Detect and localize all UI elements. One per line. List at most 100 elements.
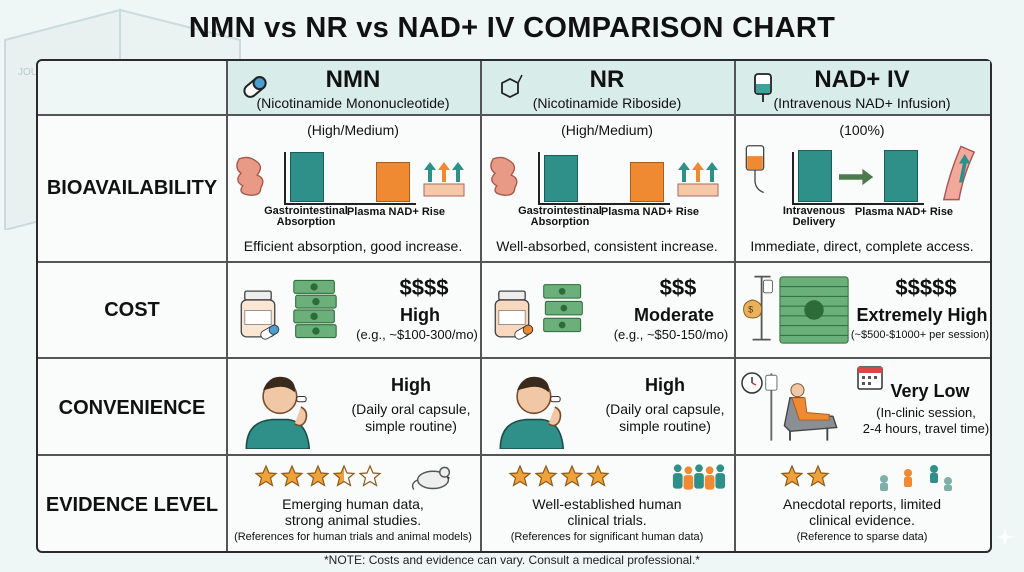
cost-rating: Moderate — [633, 305, 714, 325]
bar-plasma-nad — [884, 150, 918, 202]
convenience-cell-nad-iv: Very Low (In-clinic session, 2-4 hours, … — [734, 357, 990, 454]
star-icon — [508, 464, 532, 487]
evidence-summary: Well-established human — [532, 496, 682, 512]
money-stack-icon — [293, 279, 337, 339]
star-icon — [586, 464, 610, 487]
money-stack-icon — [779, 276, 849, 344]
convenience-detail: (In-clinic session, — [876, 405, 976, 420]
comparison-table: NMN (Nicotinamide Mononucleotide) NR (Ni… — [36, 59, 992, 553]
convenience-detail: simple routine) — [619, 418, 711, 434]
evidence-summary: Anecdotal reports, limited — [783, 496, 941, 512]
bar-label: Gastrointestinal Absorption — [264, 205, 348, 228]
iv-stand-money-bag-icon: $ — [743, 275, 773, 341]
column-header-nad-iv: NAD+ IV (Intravenous NAD+ Infusion) — [734, 61, 990, 115]
bar-label: Intravenous Delivery — [782, 205, 846, 228]
column-title: NR — [589, 66, 625, 93]
row-divider — [38, 114, 990, 116]
iv-bag-icon — [745, 145, 765, 194]
row-divider — [38, 261, 990, 263]
chart-axis-y — [538, 152, 540, 204]
column-header-nr: NR (Nicotinamide Riboside) — [480, 61, 735, 115]
convenience-detail: simple routine) — [365, 418, 457, 434]
star-icon — [358, 464, 382, 487]
convenience-detail: 2-4 hours, travel time) — [862, 421, 990, 436]
patient-infusion-chair-icon — [765, 373, 838, 441]
evidence-summary: clinical evidence. — [809, 512, 915, 528]
row-divider — [38, 454, 990, 456]
column-subtitle: (Intravenous NAD+ Infusion) — [773, 95, 951, 111]
star-icon — [306, 464, 330, 487]
clock-icon — [741, 372, 763, 394]
bar-gi-absorption — [544, 155, 578, 202]
evidence-cell-nr: Well-established human clinical trials. … — [480, 454, 734, 551]
star-icon — [534, 464, 558, 487]
star-icon — [254, 464, 278, 487]
chart-axis-x — [284, 203, 416, 205]
column-divider — [226, 61, 228, 551]
column-title: NAD+ IV — [814, 66, 910, 93]
bioavailability-level: (High/Medium) — [307, 122, 399, 138]
convenience-cell-nr: High (Daily oral capsule, simple routine… — [480, 357, 734, 454]
person-taking-pill-icon — [245, 376, 311, 449]
column-divider — [734, 61, 736, 551]
evidence-reference: (References for human trials and animal … — [234, 531, 472, 543]
bioavailability-cell-nr: (High/Medium) Gastrointestinal Absorptio… — [480, 114, 734, 261]
bar-iv-delivery — [798, 150, 832, 202]
bioavailability-summary: Efficient absorption, good increase. — [243, 238, 463, 254]
bar-plasma-nad — [376, 162, 410, 202]
row-divider — [38, 357, 990, 359]
arrow-right-icon — [839, 168, 874, 186]
bar-label: Gastrointestinal Absorption — [518, 205, 602, 228]
evidence-reference: (Reference to sparse data) — [796, 531, 928, 543]
svg-text:$: $ — [748, 305, 753, 315]
bioavailability-level: (High/Medium) — [561, 122, 653, 138]
person-taking-pill-icon — [499, 376, 565, 449]
calendar-icon — [857, 366, 883, 390]
scattered-people-icon — [880, 465, 952, 491]
cost-symbol: $$$ — [659, 275, 697, 300]
cost-detail: (e.g., ~$50-150/mo) — [613, 327, 729, 342]
people-group-icon — [672, 464, 726, 490]
evidence-summary: clinical trials. — [567, 512, 647, 528]
row-label-convenience: CONVENIENCE — [58, 397, 206, 419]
column-subtitle: (Nicotinamide Mononucleotide) — [256, 95, 450, 111]
row-label-evidence: EVIDENCE LEVEL — [45, 494, 219, 516]
bar-plasma-nad — [630, 162, 664, 202]
star-icon — [280, 464, 304, 487]
bar-label: Plasma NAD+ Rise — [346, 206, 446, 218]
evidence-cell-nad-iv: Anecdotal reports, limited clinical evid… — [734, 454, 990, 551]
cost-cell-nad-iv: $ $$$$$ Extremely High (~$500-$1000+ per… — [734, 261, 990, 357]
iv-bag-icon — [754, 73, 772, 102]
chart-axis-x — [538, 203, 670, 205]
column-divider — [480, 61, 482, 551]
bioavailability-cell-nmn: (High/Medium) Gastrointestinal Absorptio… — [226, 114, 480, 261]
evidence-summary: Emerging human data, — [282, 496, 424, 512]
chart-axis-y — [792, 152, 794, 204]
cost-detail: (e.g., ~$100-300/mo) — [356, 327, 478, 342]
cost-rating: High — [400, 305, 440, 325]
blood-vessel-icon — [942, 145, 976, 201]
star-icon — [780, 464, 804, 487]
intestine-icon — [490, 156, 518, 196]
bioavailability-summary: Well-absorbed, consistent increase. — [496, 238, 718, 254]
mouse-icon — [411, 466, 451, 490]
arrows-up-icon — [677, 162, 719, 197]
chart-axis-y — [284, 152, 286, 204]
cost-rating: Extremely High — [856, 305, 988, 325]
cost-detail: (~$500-$1000+ per session) — [850, 329, 990, 341]
intestine-icon — [236, 156, 264, 196]
convenience-rating: Very Low — [890, 381, 970, 401]
convenience-detail: (Daily oral capsule, — [605, 401, 725, 417]
header-corner-blank — [38, 61, 226, 114]
convenience-detail: (Daily oral capsule, — [351, 401, 471, 417]
bioavailability-cell-nad-iv: (100%) Intravenous Delivery Plasma NAD+ … — [734, 114, 990, 261]
evidence-summary: strong animal studies. — [284, 512, 422, 528]
bar-gi-absorption — [290, 152, 324, 202]
evidence-reference: (References for significant human data) — [510, 531, 704, 543]
arrows-up-icon — [423, 162, 465, 197]
evidence-cell-nmn: Emerging human data, strong animal studi… — [226, 454, 480, 551]
row-label-cost: COST — [104, 299, 160, 321]
molecule-icon — [501, 74, 523, 99]
star-icon — [332, 464, 356, 487]
money-stack-icon — [543, 284, 583, 333]
